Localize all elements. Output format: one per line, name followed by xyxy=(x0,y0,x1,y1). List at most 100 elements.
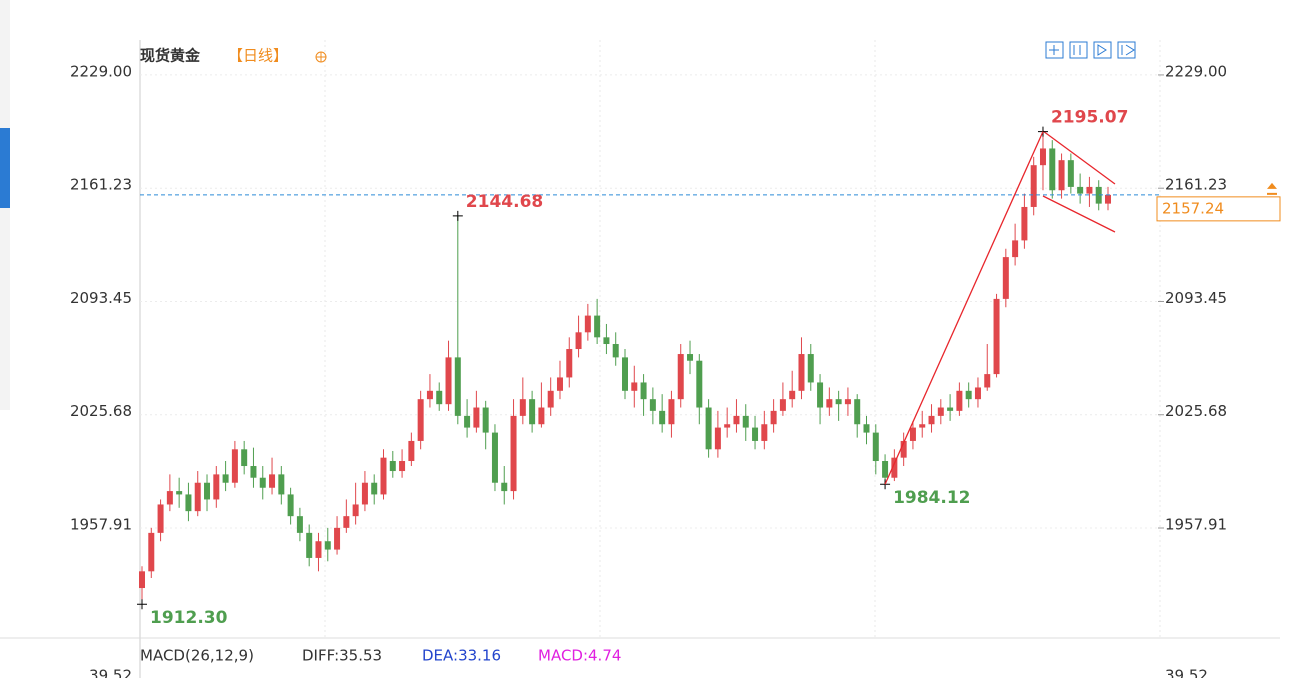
candle-body xyxy=(891,457,898,478)
candle-body xyxy=(371,482,378,495)
chart-title: 现货黄金 xyxy=(140,47,201,65)
candle-body xyxy=(324,541,331,550)
macd-value: MACD:4.74 xyxy=(538,647,621,665)
period[interactable]: 【日线】 xyxy=(228,47,288,65)
last-price-arrow xyxy=(1267,182,1277,195)
candle-body xyxy=(965,390,972,400)
y-tick-label: 2025.68 xyxy=(70,402,132,420)
candle-body xyxy=(241,449,248,467)
toolbar[interactable] xyxy=(1045,41,1136,59)
candle-body xyxy=(798,354,805,391)
y-tick-label: 2229.00 xyxy=(70,62,132,80)
candle-body xyxy=(417,399,424,441)
candle-body xyxy=(584,315,591,333)
y-tick-label: 2161.23 xyxy=(70,176,132,194)
candle-body xyxy=(352,504,359,517)
candle-body xyxy=(482,407,489,433)
candle-body xyxy=(213,474,220,500)
candle-body xyxy=(1012,240,1019,258)
y-tick-label: 2093.45 xyxy=(70,289,132,307)
candle-body xyxy=(380,457,387,495)
candle-body xyxy=(817,382,824,408)
candle-body xyxy=(408,440,415,462)
candle-body xyxy=(250,466,257,478)
candle-body xyxy=(399,461,406,472)
candle-body xyxy=(556,377,563,391)
candle-body xyxy=(231,449,238,483)
candle-body xyxy=(668,399,675,425)
candle-body xyxy=(1030,165,1037,207)
candle-body xyxy=(259,477,266,488)
candle-body xyxy=(454,357,461,416)
candle-body xyxy=(705,407,712,450)
candle-body xyxy=(148,532,155,572)
macd-dea: DEA:33.16 xyxy=(422,647,501,665)
candle-body xyxy=(622,357,628,391)
candle-body xyxy=(287,494,294,517)
candle-body xyxy=(844,399,851,405)
candle-body xyxy=(1002,257,1009,299)
candle-body xyxy=(547,390,554,408)
candle-body xyxy=(166,491,173,505)
candle-body xyxy=(510,415,517,492)
candle-body xyxy=(947,407,954,411)
candle-body xyxy=(900,440,907,458)
add-icon[interactable] xyxy=(315,51,327,63)
candle-body xyxy=(863,424,870,433)
candle-body xyxy=(826,399,833,408)
candle-body xyxy=(269,474,276,488)
macd-tick-right: 39.52 xyxy=(1165,667,1208,679)
candle-body xyxy=(677,354,684,400)
annotation-label: 2144.68 xyxy=(466,192,543,212)
side-tab[interactable] xyxy=(0,128,10,208)
candle-body xyxy=(807,354,814,383)
annotation-label: 1912.30 xyxy=(150,608,228,628)
annotation-marker xyxy=(137,599,147,610)
candle-body xyxy=(194,482,201,512)
y-tick-label-right: 2093.45 xyxy=(1165,289,1227,307)
y-tick-label: 1957.91 xyxy=(70,516,132,534)
candle-body xyxy=(1067,160,1074,187)
candle-body xyxy=(631,382,638,391)
candle-body xyxy=(1105,194,1111,204)
last-price-label: 2157.24 xyxy=(1162,199,1224,217)
candle-body xyxy=(770,410,777,425)
candle-body xyxy=(956,390,963,411)
candle-body xyxy=(696,360,703,408)
macd-tick-left: 39.52 xyxy=(89,667,132,679)
candle-body xyxy=(909,427,916,441)
y-tick-label-right: 1957.91 xyxy=(1165,516,1227,534)
candle-body xyxy=(296,516,303,533)
candle-body xyxy=(519,399,526,416)
candle-body xyxy=(278,474,285,495)
candle-body xyxy=(389,461,396,472)
candle-body xyxy=(752,427,759,441)
candle-body xyxy=(1039,148,1046,166)
candle-body xyxy=(649,399,656,411)
candle-body xyxy=(761,424,768,441)
candle-body xyxy=(687,354,694,361)
candle-body xyxy=(343,516,350,528)
candle-body xyxy=(779,399,786,411)
candle-body xyxy=(491,432,498,483)
candle-body xyxy=(742,415,749,428)
candle-body xyxy=(594,315,601,338)
candle-body xyxy=(928,415,935,425)
candle-body xyxy=(984,374,991,388)
y-tick-label-right: 2025.68 xyxy=(1165,402,1227,420)
candle-body xyxy=(733,415,740,425)
candle-body xyxy=(854,399,861,425)
candle-body xyxy=(659,410,666,425)
candle-body xyxy=(1058,160,1065,191)
candle-body xyxy=(436,390,443,405)
candle-body xyxy=(882,461,889,478)
candle-body xyxy=(974,387,981,400)
trend-line xyxy=(884,131,1044,485)
y-tick-label-right: 2161.23 xyxy=(1165,176,1227,194)
candle-body xyxy=(473,407,480,428)
candle-body xyxy=(139,571,145,589)
annotation-marker xyxy=(452,210,463,221)
candle-body xyxy=(445,357,452,405)
